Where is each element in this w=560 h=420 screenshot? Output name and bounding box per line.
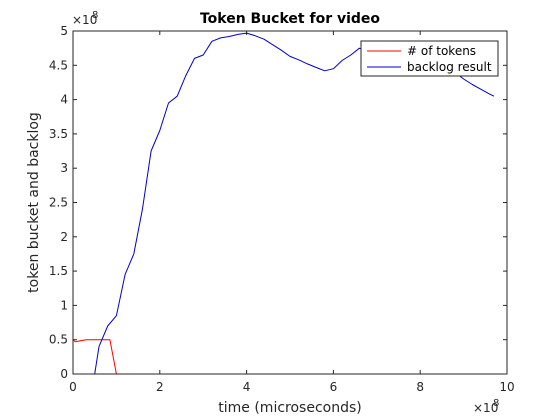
x-axis-label: time (microseconds) xyxy=(218,400,361,416)
y-tick-label: 4.5 xyxy=(49,58,68,72)
legend-label-backlog: backlog result xyxy=(407,60,492,74)
y-tick-label: 0.5 xyxy=(49,333,68,347)
y-tick-label: 5 xyxy=(60,24,68,38)
legend: # of tokens backlog result xyxy=(360,40,499,77)
y-multiplier-exponent: 8 xyxy=(92,10,98,21)
chart-title: Token Bucket for video xyxy=(200,11,380,27)
x-multiplier-exponent: 8 xyxy=(493,398,499,409)
x-tick-label: 6 xyxy=(330,380,338,394)
x-tick-label: 0 xyxy=(69,380,77,394)
y-axis-label: token bucket and backlog xyxy=(26,112,42,293)
y-tick-label: 0 xyxy=(60,367,68,381)
legend-label-tokens: # of tokens xyxy=(407,44,476,58)
plot-area xyxy=(73,31,507,374)
x-multiplier-base: ×10 xyxy=(473,401,498,415)
x-tick-label: 10 xyxy=(499,380,514,394)
y-tick-label: 3 xyxy=(60,161,68,175)
x-tick-label: 4 xyxy=(243,380,251,394)
y-tick-label: 2 xyxy=(60,230,68,244)
x-tick-label: 2 xyxy=(156,380,164,394)
y-multiplier-base: ×10 xyxy=(72,13,97,27)
plot-frame xyxy=(72,30,508,375)
y-tick-label: 2.5 xyxy=(49,196,68,210)
y-tick-label: 1 xyxy=(60,298,68,312)
x-axis-multiplier: ×10 8 xyxy=(473,398,499,415)
y-tick-label: 4 xyxy=(60,93,68,107)
legend-box xyxy=(360,40,499,77)
y-axis-multiplier: ×10 8 xyxy=(72,10,98,27)
y-tick-label: 1.5 xyxy=(49,264,68,278)
y-tick-label: 3.5 xyxy=(49,127,68,141)
x-tick-label: 8 xyxy=(416,380,424,394)
